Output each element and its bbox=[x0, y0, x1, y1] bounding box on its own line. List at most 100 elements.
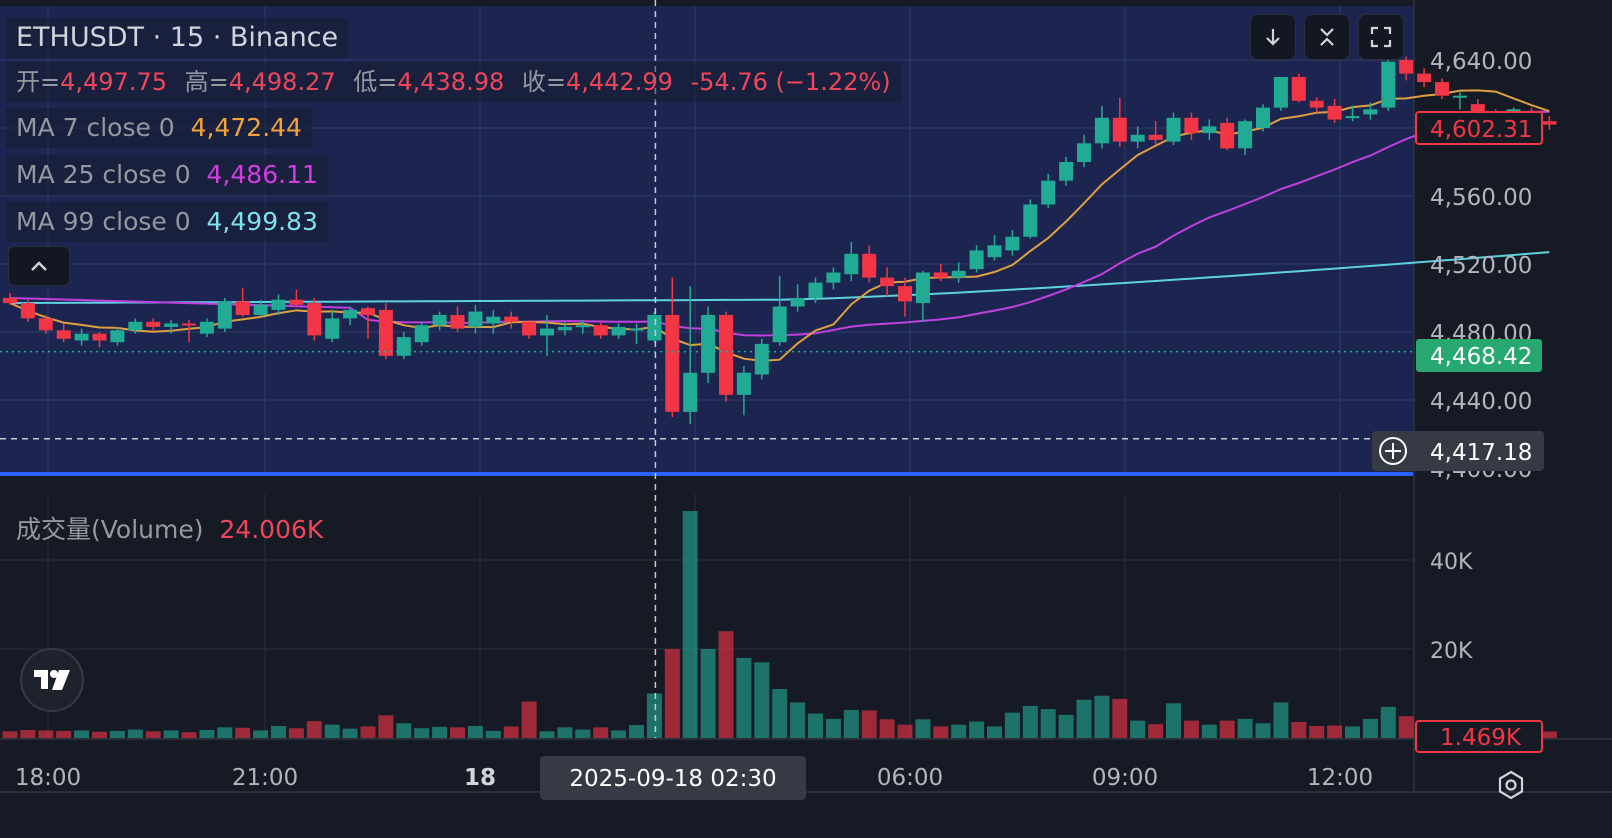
candle-body bbox=[1417, 73, 1432, 83]
volume-bar bbox=[879, 719, 895, 738]
candle-body bbox=[56, 330, 71, 339]
candle-body bbox=[414, 325, 429, 343]
pane-separator bbox=[0, 472, 1414, 476]
candle-body bbox=[540, 328, 554, 336]
volume-bar bbox=[1255, 723, 1271, 738]
candle-body bbox=[1363, 109, 1378, 115]
volume-bar bbox=[288, 728, 304, 738]
volume-bar bbox=[217, 727, 233, 738]
candle-body bbox=[20, 303, 35, 319]
ma7-legend[interactable]: MA 7 close 0 4,472.44 bbox=[6, 108, 312, 148]
candle-body bbox=[862, 253, 877, 278]
ma7-label: MA 7 close 0 bbox=[16, 113, 175, 142]
volume-bar bbox=[20, 729, 36, 738]
candle-body bbox=[450, 315, 465, 329]
volume-bar bbox=[1040, 709, 1056, 738]
ma99-value: 4,499.83 bbox=[206, 207, 318, 236]
scroll-down-button[interactable] bbox=[1250, 14, 1296, 60]
candle-body bbox=[880, 277, 895, 287]
ma25-value: 4,486.11 bbox=[206, 160, 318, 189]
price-tick-label: 4,520.00 bbox=[1430, 253, 1532, 279]
volume-tick-label: 20K bbox=[1430, 639, 1473, 664]
time-tick-label: 12:00 bbox=[1307, 765, 1373, 791]
volume-bar bbox=[1237, 718, 1253, 738]
reference-price-label: 4,468.42 bbox=[1430, 344, 1532, 370]
candle-body bbox=[719, 315, 733, 395]
candle-body bbox=[504, 316, 519, 322]
candle-body bbox=[1023, 204, 1038, 237]
gear-icon bbox=[1498, 770, 1524, 800]
volume-bar bbox=[271, 725, 286, 738]
candle-body bbox=[1220, 122, 1235, 149]
volume-bar bbox=[92, 731, 107, 738]
volume-bar bbox=[1219, 720, 1235, 738]
ma99-label: MA 99 close 0 bbox=[16, 207, 191, 236]
ohlc-legend: 开=4,497.75 高=4,498.27 低=4,438.98 收=4,442… bbox=[6, 62, 901, 102]
collapse-pane-button[interactable] bbox=[1304, 14, 1350, 60]
settings-button[interactable] bbox=[1488, 762, 1534, 808]
volume-bar bbox=[1201, 724, 1217, 738]
volume-bar bbox=[1022, 705, 1038, 738]
time-tick-label: 18:00 bbox=[15, 765, 81, 791]
candle-body bbox=[182, 323, 196, 326]
candle-body bbox=[629, 328, 644, 331]
candle-body bbox=[611, 326, 626, 336]
volume-bar bbox=[109, 730, 125, 738]
candle-body bbox=[1542, 121, 1557, 125]
candle-body bbox=[1148, 134, 1163, 140]
candle-body bbox=[1273, 77, 1288, 108]
volume-bar bbox=[718, 631, 734, 738]
candle-body bbox=[307, 303, 322, 336]
ma7-line bbox=[9, 89, 1550, 362]
arrow-down-icon bbox=[1266, 29, 1280, 46]
volume-bar bbox=[521, 701, 537, 738]
candle-body bbox=[969, 250, 984, 270]
price-tick-label: 4,440.00 bbox=[1430, 389, 1532, 415]
candle-body bbox=[271, 299, 286, 310]
high-label: 高= bbox=[184, 68, 229, 96]
collapse-legend-button[interactable] bbox=[8, 246, 70, 286]
candle-body bbox=[92, 333, 107, 341]
change-value: -54.76 (−1.22%) bbox=[690, 68, 891, 96]
ma7-value: 4,472.44 bbox=[190, 113, 302, 142]
low-value: 4,438.98 bbox=[397, 68, 505, 96]
candle-body bbox=[1470, 104, 1485, 115]
volume-label: 成交量(Volume) bbox=[16, 515, 204, 544]
candle-body bbox=[826, 272, 841, 283]
candle-body bbox=[915, 272, 930, 304]
candle-body bbox=[325, 318, 340, 339]
time-tick-label: 09:00 bbox=[1092, 765, 1158, 791]
open-value: 4,497.75 bbox=[60, 68, 167, 96]
volume-bar bbox=[539, 731, 555, 738]
volume-bar bbox=[575, 729, 591, 738]
candle-body bbox=[1291, 77, 1306, 101]
volume-bar bbox=[378, 715, 394, 738]
volume-legend[interactable]: 成交量(Volume) 24.006K bbox=[6, 510, 333, 550]
price-tick-label: 4,560.00 bbox=[1430, 185, 1532, 211]
candle-body bbox=[253, 304, 268, 315]
ma99-legend[interactable]: MA 99 close 0 4,499.83 bbox=[6, 202, 328, 242]
candle-body bbox=[361, 308, 375, 315]
candle-body bbox=[199, 321, 214, 334]
volume-bar bbox=[181, 732, 197, 738]
maximize-pane-button[interactable] bbox=[1358, 14, 1404, 60]
close-label: 收= bbox=[521, 68, 566, 96]
volume-bar bbox=[1183, 720, 1199, 738]
candle-body bbox=[1309, 100, 1324, 108]
candle-body bbox=[844, 253, 859, 275]
volume-bar bbox=[808, 713, 823, 738]
volume-bar bbox=[1273, 702, 1289, 738]
crosshair-time-box bbox=[540, 756, 806, 800]
time-tick-label: 06:00 bbox=[877, 765, 943, 791]
last-price-label: 4,602.31 bbox=[1430, 117, 1532, 143]
ma25-legend[interactable]: MA 25 close 0 4,486.11 bbox=[6, 155, 328, 195]
candle-body bbox=[593, 325, 608, 336]
high-value: 4,498.27 bbox=[228, 68, 336, 96]
candle-body bbox=[736, 372, 751, 395]
tradingview-logo[interactable] bbox=[20, 648, 84, 712]
candle-body bbox=[1238, 121, 1253, 149]
plus-icon bbox=[1385, 443, 1401, 459]
volume-bar bbox=[1327, 725, 1343, 738]
volume-bar bbox=[951, 724, 967, 738]
